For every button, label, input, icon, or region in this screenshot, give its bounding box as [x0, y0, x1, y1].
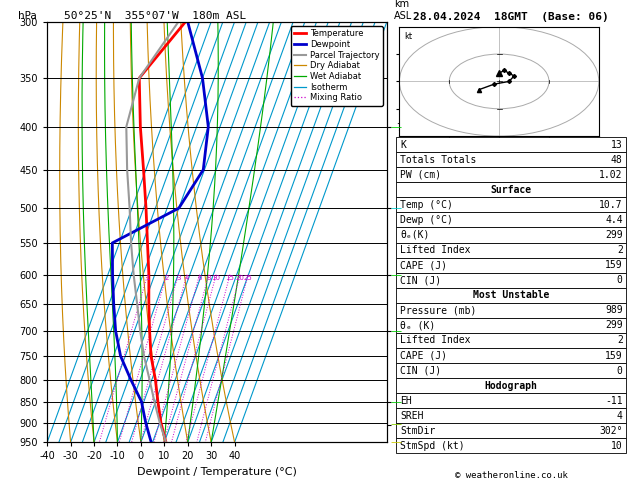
- Text: 989: 989: [605, 305, 623, 315]
- Text: Dewp (°C): Dewp (°C): [400, 215, 453, 225]
- Text: —: —: [390, 326, 401, 336]
- Text: 20: 20: [236, 275, 245, 281]
- Text: 15: 15: [226, 275, 235, 281]
- Text: —: —: [390, 437, 401, 447]
- Text: 302°: 302°: [599, 426, 623, 436]
- Text: Lifted Index: Lifted Index: [400, 335, 470, 346]
- Text: —: —: [390, 122, 401, 132]
- Text: CAPE (J): CAPE (J): [400, 350, 447, 361]
- Text: K: K: [400, 139, 406, 150]
- Text: Hodograph: Hodograph: [484, 381, 538, 391]
- Text: 4: 4: [617, 411, 623, 421]
- Text: 8: 8: [206, 275, 211, 281]
- Text: 159: 159: [605, 350, 623, 361]
- Text: EH: EH: [400, 396, 412, 406]
- Text: 2: 2: [617, 335, 623, 346]
- Text: 0: 0: [617, 275, 623, 285]
- Legend: Temperature, Dewpoint, Parcel Trajectory, Dry Adiabat, Wet Adiabat, Isotherm, Mi: Temperature, Dewpoint, Parcel Trajectory…: [291, 26, 382, 105]
- Text: 4.4: 4.4: [605, 215, 623, 225]
- Text: 10.7: 10.7: [599, 200, 623, 210]
- Text: CIN (J): CIN (J): [400, 275, 441, 285]
- Text: 2: 2: [617, 245, 623, 255]
- Text: PW (cm): PW (cm): [400, 170, 441, 180]
- Text: StmSpd (kt): StmSpd (kt): [400, 441, 465, 451]
- Text: 4: 4: [185, 275, 189, 281]
- Text: StmDir: StmDir: [400, 426, 435, 436]
- Text: km
ASL: km ASL: [394, 0, 412, 20]
- Text: kt: kt: [404, 32, 413, 41]
- Text: SREH: SREH: [400, 411, 423, 421]
- Text: —: —: [390, 397, 401, 407]
- Text: 299: 299: [605, 320, 623, 330]
- Text: θₑ(K): θₑ(K): [400, 230, 430, 240]
- Text: Most Unstable: Most Unstable: [473, 290, 549, 300]
- Text: —: —: [390, 419, 401, 430]
- Text: © weatheronline.co.uk: © weatheronline.co.uk: [455, 471, 567, 480]
- Text: 159: 159: [605, 260, 623, 270]
- Text: 0: 0: [617, 365, 623, 376]
- Text: Lifted Index: Lifted Index: [400, 245, 470, 255]
- Text: 10: 10: [611, 441, 623, 451]
- Text: 48: 48: [611, 155, 623, 165]
- Text: 1.02: 1.02: [599, 170, 623, 180]
- Text: 3: 3: [176, 275, 181, 281]
- Text: 13: 13: [611, 139, 623, 150]
- Text: CAPE (J): CAPE (J): [400, 260, 447, 270]
- Text: Temp (°C): Temp (°C): [400, 200, 453, 210]
- Text: 6: 6: [198, 275, 202, 281]
- Text: Pressure (mb): Pressure (mb): [400, 305, 476, 315]
- Text: 299: 299: [605, 230, 623, 240]
- Text: Surface: Surface: [491, 185, 532, 195]
- Text: 25: 25: [244, 275, 252, 281]
- Text: Totals Totals: Totals Totals: [400, 155, 476, 165]
- Text: 28.04.2024  18GMT  (Base: 06): 28.04.2024 18GMT (Base: 06): [413, 12, 608, 22]
- Text: hPa: hPa: [18, 11, 37, 20]
- Text: —: —: [390, 270, 401, 279]
- X-axis label: Dewpoint / Temperature (°C): Dewpoint / Temperature (°C): [137, 467, 297, 477]
- Text: 50°25'N  355°07'W  180m ASL: 50°25'N 355°07'W 180m ASL: [64, 11, 247, 20]
- Text: θₑ (K): θₑ (K): [400, 320, 435, 330]
- Text: -11: -11: [605, 396, 623, 406]
- Text: 10: 10: [211, 275, 221, 281]
- Text: —: —: [390, 203, 401, 213]
- Text: CIN (J): CIN (J): [400, 365, 441, 376]
- Text: 2: 2: [164, 275, 169, 281]
- Text: 1: 1: [145, 275, 150, 281]
